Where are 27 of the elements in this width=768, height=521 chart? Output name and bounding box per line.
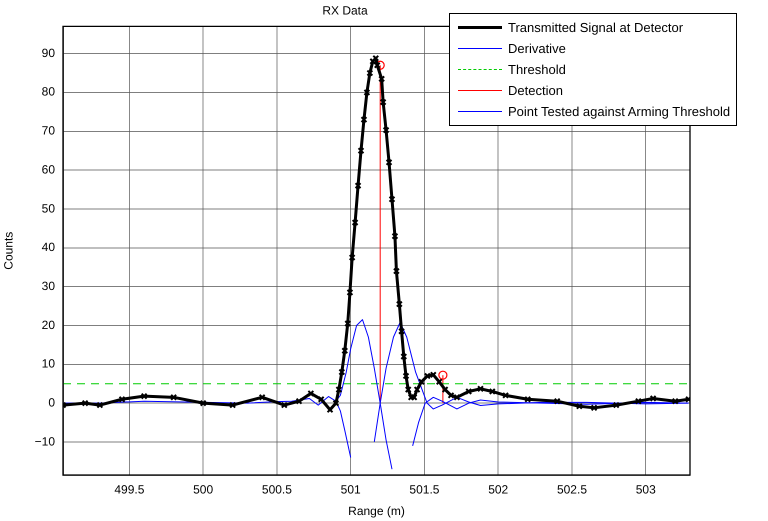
y-tick-label: 0 [48,395,56,410]
x-tick-label: 499.5 [114,482,145,497]
x-tick-label: 501 [340,482,362,497]
y-tick-label: 60 [42,162,56,176]
x-tick-label: 502 [488,482,509,497]
chart-title: RX Data [322,4,368,18]
legend-label: Derivative [508,41,566,56]
y-tick-label: 20 [42,318,56,332]
y-tick-label: 80 [42,84,56,99]
x-tick-label: 500 [193,482,214,497]
y-axis-title: Counts [2,232,16,270]
x-tick-label: 500.5 [262,482,292,497]
y-tick-label: 70 [42,124,56,138]
x-axis-title: Range (m) [348,504,405,518]
y-tick-label: 30 [42,278,56,293]
y-tick-label: 10 [42,356,56,371]
y-tick-label: −10 [34,434,56,448]
y-tick-label: 40 [42,240,56,254]
legend-label: Point Tested against Arming Threshold [508,104,730,119]
y-tick-label: 90 [42,46,56,60]
x-tick-label: 502.5 [556,482,588,497]
x-tick-label: 503 [636,482,656,497]
y-tick-label: 50 [42,201,56,216]
legend-label: Threshold [508,62,566,77]
x-tick-label: 501.5 [409,482,440,497]
legend-label: Transmitted Signal at Detector [508,20,684,35]
legend-label: Detection [508,83,563,98]
